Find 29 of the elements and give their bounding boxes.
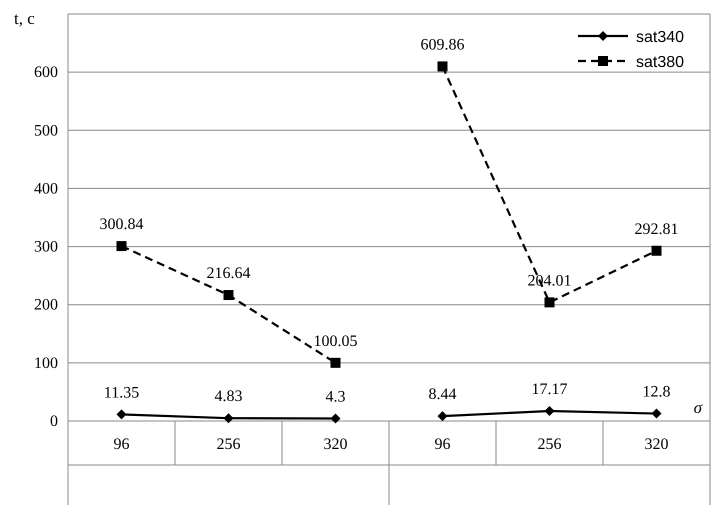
- y-tick-label: 400: [34, 180, 58, 198]
- data-label: 4.3: [326, 388, 346, 406]
- data-label: 300.84: [100, 216, 144, 234]
- data-label: 17.17: [532, 381, 568, 398]
- x-tick-label: 256: [216, 436, 240, 453]
- data-label: 609.86: [420, 36, 464, 54]
- x-tick-label: 320: [324, 436, 348, 453]
- data-label: 100.05: [314, 332, 358, 350]
- legend-label: sat340: [636, 29, 684, 46]
- data-label: 204.01: [528, 272, 572, 290]
- data-label: 292.81: [634, 220, 678, 238]
- y-tick-label: 0: [50, 413, 58, 430]
- y-tick-label: 100: [34, 354, 58, 372]
- x-tick-label: 256: [538, 436, 562, 453]
- x-tick-label: 320: [644, 436, 668, 453]
- x-tick-label: 96: [114, 436, 130, 453]
- y-axis-title: t, c: [14, 9, 36, 28]
- y-tick-label: 600: [34, 64, 58, 82]
- y-tick-label: 200: [34, 296, 58, 314]
- x-tick-label: 96: [434, 436, 450, 453]
- x-axis-title: σ: [694, 398, 703, 417]
- data-label: 4.83: [214, 388, 242, 406]
- y-tick-label: 300: [34, 238, 58, 256]
- legend-label: sat380: [636, 54, 684, 71]
- data-label: 216.64: [206, 265, 250, 282]
- data-label: 8.44: [428, 386, 456, 404]
- data-label: 12.8: [642, 384, 670, 401]
- y-tick-label: 500: [34, 122, 58, 140]
- data-label: 11.35: [104, 384, 140, 402]
